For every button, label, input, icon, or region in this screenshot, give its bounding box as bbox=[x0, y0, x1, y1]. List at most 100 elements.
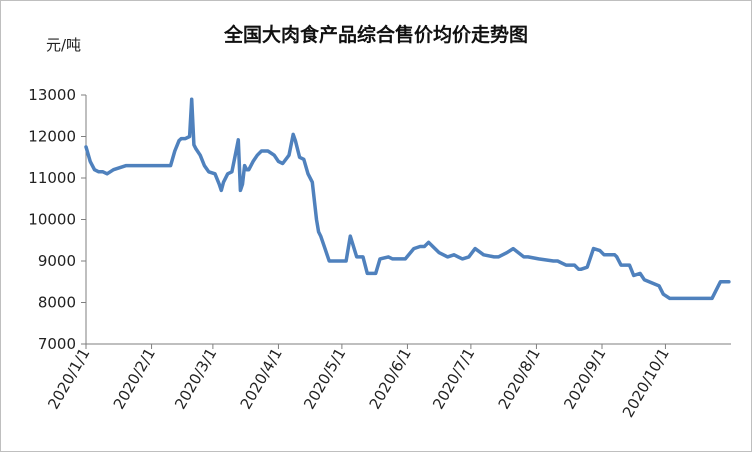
x-tick-label: 2020/8/1 bbox=[495, 345, 544, 412]
data-point bbox=[453, 253, 456, 256]
data-point bbox=[427, 241, 430, 244]
y-tick-label: 9000 bbox=[38, 252, 76, 270]
data-points bbox=[85, 98, 731, 300]
data-point bbox=[419, 245, 422, 248]
data-point bbox=[317, 230, 320, 233]
data-point bbox=[379, 257, 382, 260]
data-point bbox=[374, 272, 377, 275]
data-point bbox=[527, 255, 530, 258]
data-point bbox=[93, 168, 96, 171]
data-point bbox=[294, 139, 297, 142]
data-point bbox=[188, 135, 191, 138]
data-point bbox=[474, 247, 477, 250]
data-point bbox=[727, 280, 730, 283]
y-tick-label: 7000 bbox=[38, 335, 76, 353]
data-point bbox=[247, 168, 250, 171]
data-point bbox=[332, 260, 335, 263]
data-point bbox=[662, 293, 665, 296]
data-point bbox=[643, 278, 646, 281]
data-point bbox=[178, 139, 181, 142]
data-point bbox=[620, 264, 623, 267]
data-point bbox=[324, 247, 327, 250]
data-point bbox=[106, 172, 109, 175]
data-point bbox=[573, 264, 576, 267]
data-point bbox=[203, 164, 206, 167]
data-point bbox=[579, 268, 582, 271]
data-point bbox=[355, 255, 358, 258]
data-point bbox=[243, 164, 246, 167]
y-tick-label: 11000 bbox=[28, 169, 76, 187]
x-tick-label: 2020/5/1 bbox=[300, 345, 349, 412]
data-point bbox=[696, 297, 699, 300]
data-point bbox=[328, 260, 331, 263]
data-point bbox=[180, 137, 183, 140]
y-tick-label: 10000 bbox=[28, 211, 76, 229]
data-point bbox=[628, 264, 631, 267]
data-point bbox=[226, 172, 229, 175]
data-point bbox=[467, 255, 470, 258]
data-point bbox=[169, 164, 172, 167]
data-point bbox=[711, 297, 714, 300]
data-point bbox=[307, 172, 310, 175]
data-point bbox=[277, 160, 280, 163]
data-point bbox=[537, 257, 540, 260]
data-point bbox=[173, 150, 176, 153]
data-point bbox=[222, 181, 225, 184]
data-point bbox=[266, 150, 269, 153]
x-tick-label: 2020/10/1 bbox=[619, 345, 673, 421]
x-tick-label: 2020/2/1 bbox=[110, 345, 159, 412]
data-point bbox=[349, 235, 352, 238]
data-point bbox=[423, 245, 426, 248]
data-point bbox=[311, 181, 314, 184]
data-point bbox=[366, 272, 369, 275]
x-tick-label: 2020/9/1 bbox=[560, 345, 609, 412]
y-axis-ticks: 7000 8000 9000 10000 11000 12000 13000 bbox=[28, 86, 86, 353]
y-tick-label: 12000 bbox=[28, 128, 76, 146]
data-point bbox=[586, 266, 589, 269]
data-point bbox=[125, 164, 128, 167]
data-point bbox=[512, 247, 515, 250]
data-point bbox=[199, 154, 202, 157]
data-point bbox=[112, 168, 115, 171]
data-point bbox=[345, 260, 348, 263]
data-point bbox=[615, 255, 618, 258]
data-point bbox=[482, 253, 485, 256]
data-point bbox=[431, 245, 434, 248]
y-axis-unit-label: 元/吨 bbox=[46, 36, 81, 54]
data-point bbox=[315, 218, 318, 221]
y-tick-label: 13000 bbox=[28, 86, 76, 104]
data-point bbox=[522, 255, 525, 258]
data-point bbox=[239, 189, 242, 192]
data-point bbox=[237, 138, 240, 141]
data-point bbox=[241, 183, 244, 186]
data-point bbox=[387, 255, 390, 258]
data-point bbox=[639, 272, 642, 275]
data-point bbox=[260, 150, 263, 153]
data-point bbox=[252, 160, 255, 163]
x-axis-ticks: 2020/1/1 2020/2/1 2020/3/1 2020/4/1 2020/5/1… bbox=[44, 344, 673, 421]
data-point bbox=[391, 257, 394, 260]
data-point bbox=[668, 297, 671, 300]
data-point bbox=[624, 264, 627, 267]
data-point bbox=[560, 262, 563, 265]
data-point bbox=[292, 133, 295, 136]
x-tick-label: 2020/4/1 bbox=[237, 345, 286, 412]
data-point bbox=[592, 247, 595, 250]
data-point bbox=[412, 247, 415, 250]
data-point bbox=[565, 264, 568, 267]
data-point bbox=[101, 170, 104, 173]
data-point bbox=[220, 189, 223, 192]
data-point bbox=[256, 154, 259, 157]
x-tick-label: 2020/6/1 bbox=[366, 345, 415, 412]
series-line bbox=[84, 97, 731, 301]
data-point bbox=[719, 280, 722, 283]
data-point bbox=[288, 154, 291, 157]
data-point bbox=[461, 257, 464, 260]
data-point bbox=[362, 255, 365, 258]
data-point bbox=[230, 170, 233, 173]
data-point bbox=[493, 255, 496, 258]
data-point bbox=[446, 255, 449, 258]
data-point bbox=[281, 162, 284, 165]
data-point bbox=[715, 289, 718, 292]
